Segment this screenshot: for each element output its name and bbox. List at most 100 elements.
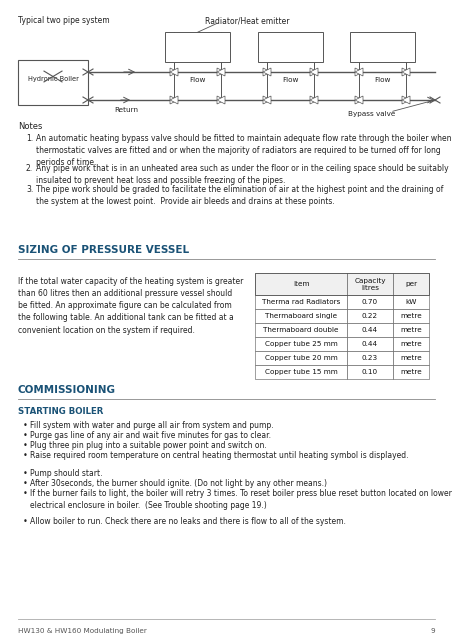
Text: Any pipe work that is in an unheated area such as under the floor or in the ceil: Any pipe work that is in an unheated are… [36,164,448,185]
Text: 9: 9 [430,628,435,634]
Text: Item: Item [293,281,309,287]
Text: 0.10: 0.10 [362,369,378,375]
Text: Flow: Flow [189,77,206,83]
Polygon shape [170,68,178,76]
Bar [255,309,347,323]
Polygon shape [402,96,410,104]
Bar [258,32,323,62]
Text: •: • [23,470,28,479]
Bar [393,323,429,337]
Text: An automatic heating bypass valve should be fitted to maintain adequate flow rat: An automatic heating bypass valve should… [36,134,452,166]
Text: STARTING BOILER: STARTING BOILER [18,407,103,416]
Polygon shape [170,68,178,76]
Polygon shape [263,68,271,76]
Bar [347,365,393,379]
Text: •: • [23,490,28,499]
Text: •: • [23,431,28,440]
Text: Pump should start.: Pump should start. [30,470,102,479]
Bar [393,337,429,351]
Text: Allow boiler to run. Check there are no leaks and there is flow to all of the sy: Allow boiler to run. Check there are no … [30,516,346,525]
Polygon shape [263,96,271,104]
Text: 0.70: 0.70 [362,299,378,305]
Text: Hydronic Boiler: Hydronic Boiler [28,76,78,81]
Text: The pipe work should be graded to facilitate the elimination of air at the highe: The pipe work should be graded to facili… [36,185,443,206]
Text: metre: metre [400,327,422,333]
Bar [347,323,393,337]
Text: Bypass valve: Bypass valve [348,111,395,117]
Polygon shape [217,96,225,104]
Text: Typical two pipe system: Typical two pipe system [18,16,110,25]
Bar [393,295,429,309]
Bar [393,309,429,323]
Text: Copper tube 15 mm: Copper tube 15 mm [265,369,337,375]
Bar [347,351,393,365]
Polygon shape [355,68,363,76]
Text: •: • [23,516,28,525]
Polygon shape [170,96,178,104]
Polygon shape [355,68,363,76]
Bar [18,60,88,105]
Bar [255,295,347,309]
Text: •: • [23,451,28,460]
Polygon shape [310,68,318,76]
Polygon shape [310,96,318,104]
Bar [255,351,347,365]
Text: SIZING OF PRESSURE VESSEL: SIZING OF PRESSURE VESSEL [18,245,189,255]
Text: per: per [405,281,417,287]
Polygon shape [310,68,318,76]
Polygon shape [310,96,318,104]
Text: Flow: Flow [374,77,390,83]
Text: Return: Return [114,107,138,113]
Text: After 30seconds, the burner should ignite. (Do not light by any other means.): After 30seconds, the burner should ignit… [30,479,327,488]
Polygon shape [355,96,363,104]
Text: metre: metre [400,369,422,375]
Text: Plug three pin plug into a suitable power point and switch on.: Plug three pin plug into a suitable powe… [30,441,267,450]
Polygon shape [402,96,410,104]
Text: metre: metre [400,313,422,319]
Text: kW: kW [405,299,417,305]
Text: COMMISSIONING: COMMISSIONING [18,385,116,395]
Text: •: • [23,441,28,450]
Text: If the burner fails to light, the boiler will retry 3 times. To reset boiler pre: If the burner fails to light, the boiler… [30,490,452,510]
Text: 0.44: 0.44 [362,327,378,333]
Text: •: • [23,479,28,488]
Text: 1.: 1. [26,134,33,143]
Bar [347,309,393,323]
Bar [255,273,429,295]
Bar [255,365,347,379]
Polygon shape [217,68,225,76]
Polygon shape [355,96,363,104]
Text: Copper tube 25 mm: Copper tube 25 mm [265,341,337,347]
Bar [255,337,347,351]
Text: 0.44: 0.44 [362,341,378,347]
Text: Notes: Notes [18,122,43,131]
Text: Fill system with water and purge all air from system and pump.: Fill system with water and purge all air… [30,421,274,430]
Text: 0.22: 0.22 [362,313,378,319]
Text: Therma rad Radiators: Therma rad Radiators [262,299,340,305]
Polygon shape [217,96,225,104]
Text: Purge gas line of any air and wait five minutes for gas to clear.: Purge gas line of any air and wait five … [30,431,271,440]
Text: Thermaboard double: Thermaboard double [263,327,339,333]
Polygon shape [217,68,225,76]
Bar [347,337,393,351]
Text: Thermaboard single: Thermaboard single [265,313,337,319]
Bar [255,323,347,337]
Bar [347,295,393,309]
Polygon shape [263,96,271,104]
Text: Flow: Flow [282,77,299,83]
Polygon shape [402,68,410,76]
Text: Copper tube 20 mm: Copper tube 20 mm [265,355,337,361]
Text: metre: metre [400,355,422,361]
Polygon shape [170,96,178,104]
Text: Capacity
litres: Capacity litres [354,278,386,291]
Text: Raise required room temperature on central heating thermostat until heating symb: Raise required room temperature on centr… [30,451,409,460]
Text: •: • [23,421,28,430]
Bar [393,351,429,365]
Text: 2.: 2. [26,164,33,173]
Text: 3.: 3. [26,185,33,194]
Text: HW130 & HW160 Modulating Boiler: HW130 & HW160 Modulating Boiler [18,628,147,634]
Text: If the total water capacity of the heating system is greater
than 60 litres then: If the total water capacity of the heati… [18,277,243,335]
Polygon shape [263,68,271,76]
Text: 0.23: 0.23 [362,355,378,361]
Bar [350,32,415,62]
